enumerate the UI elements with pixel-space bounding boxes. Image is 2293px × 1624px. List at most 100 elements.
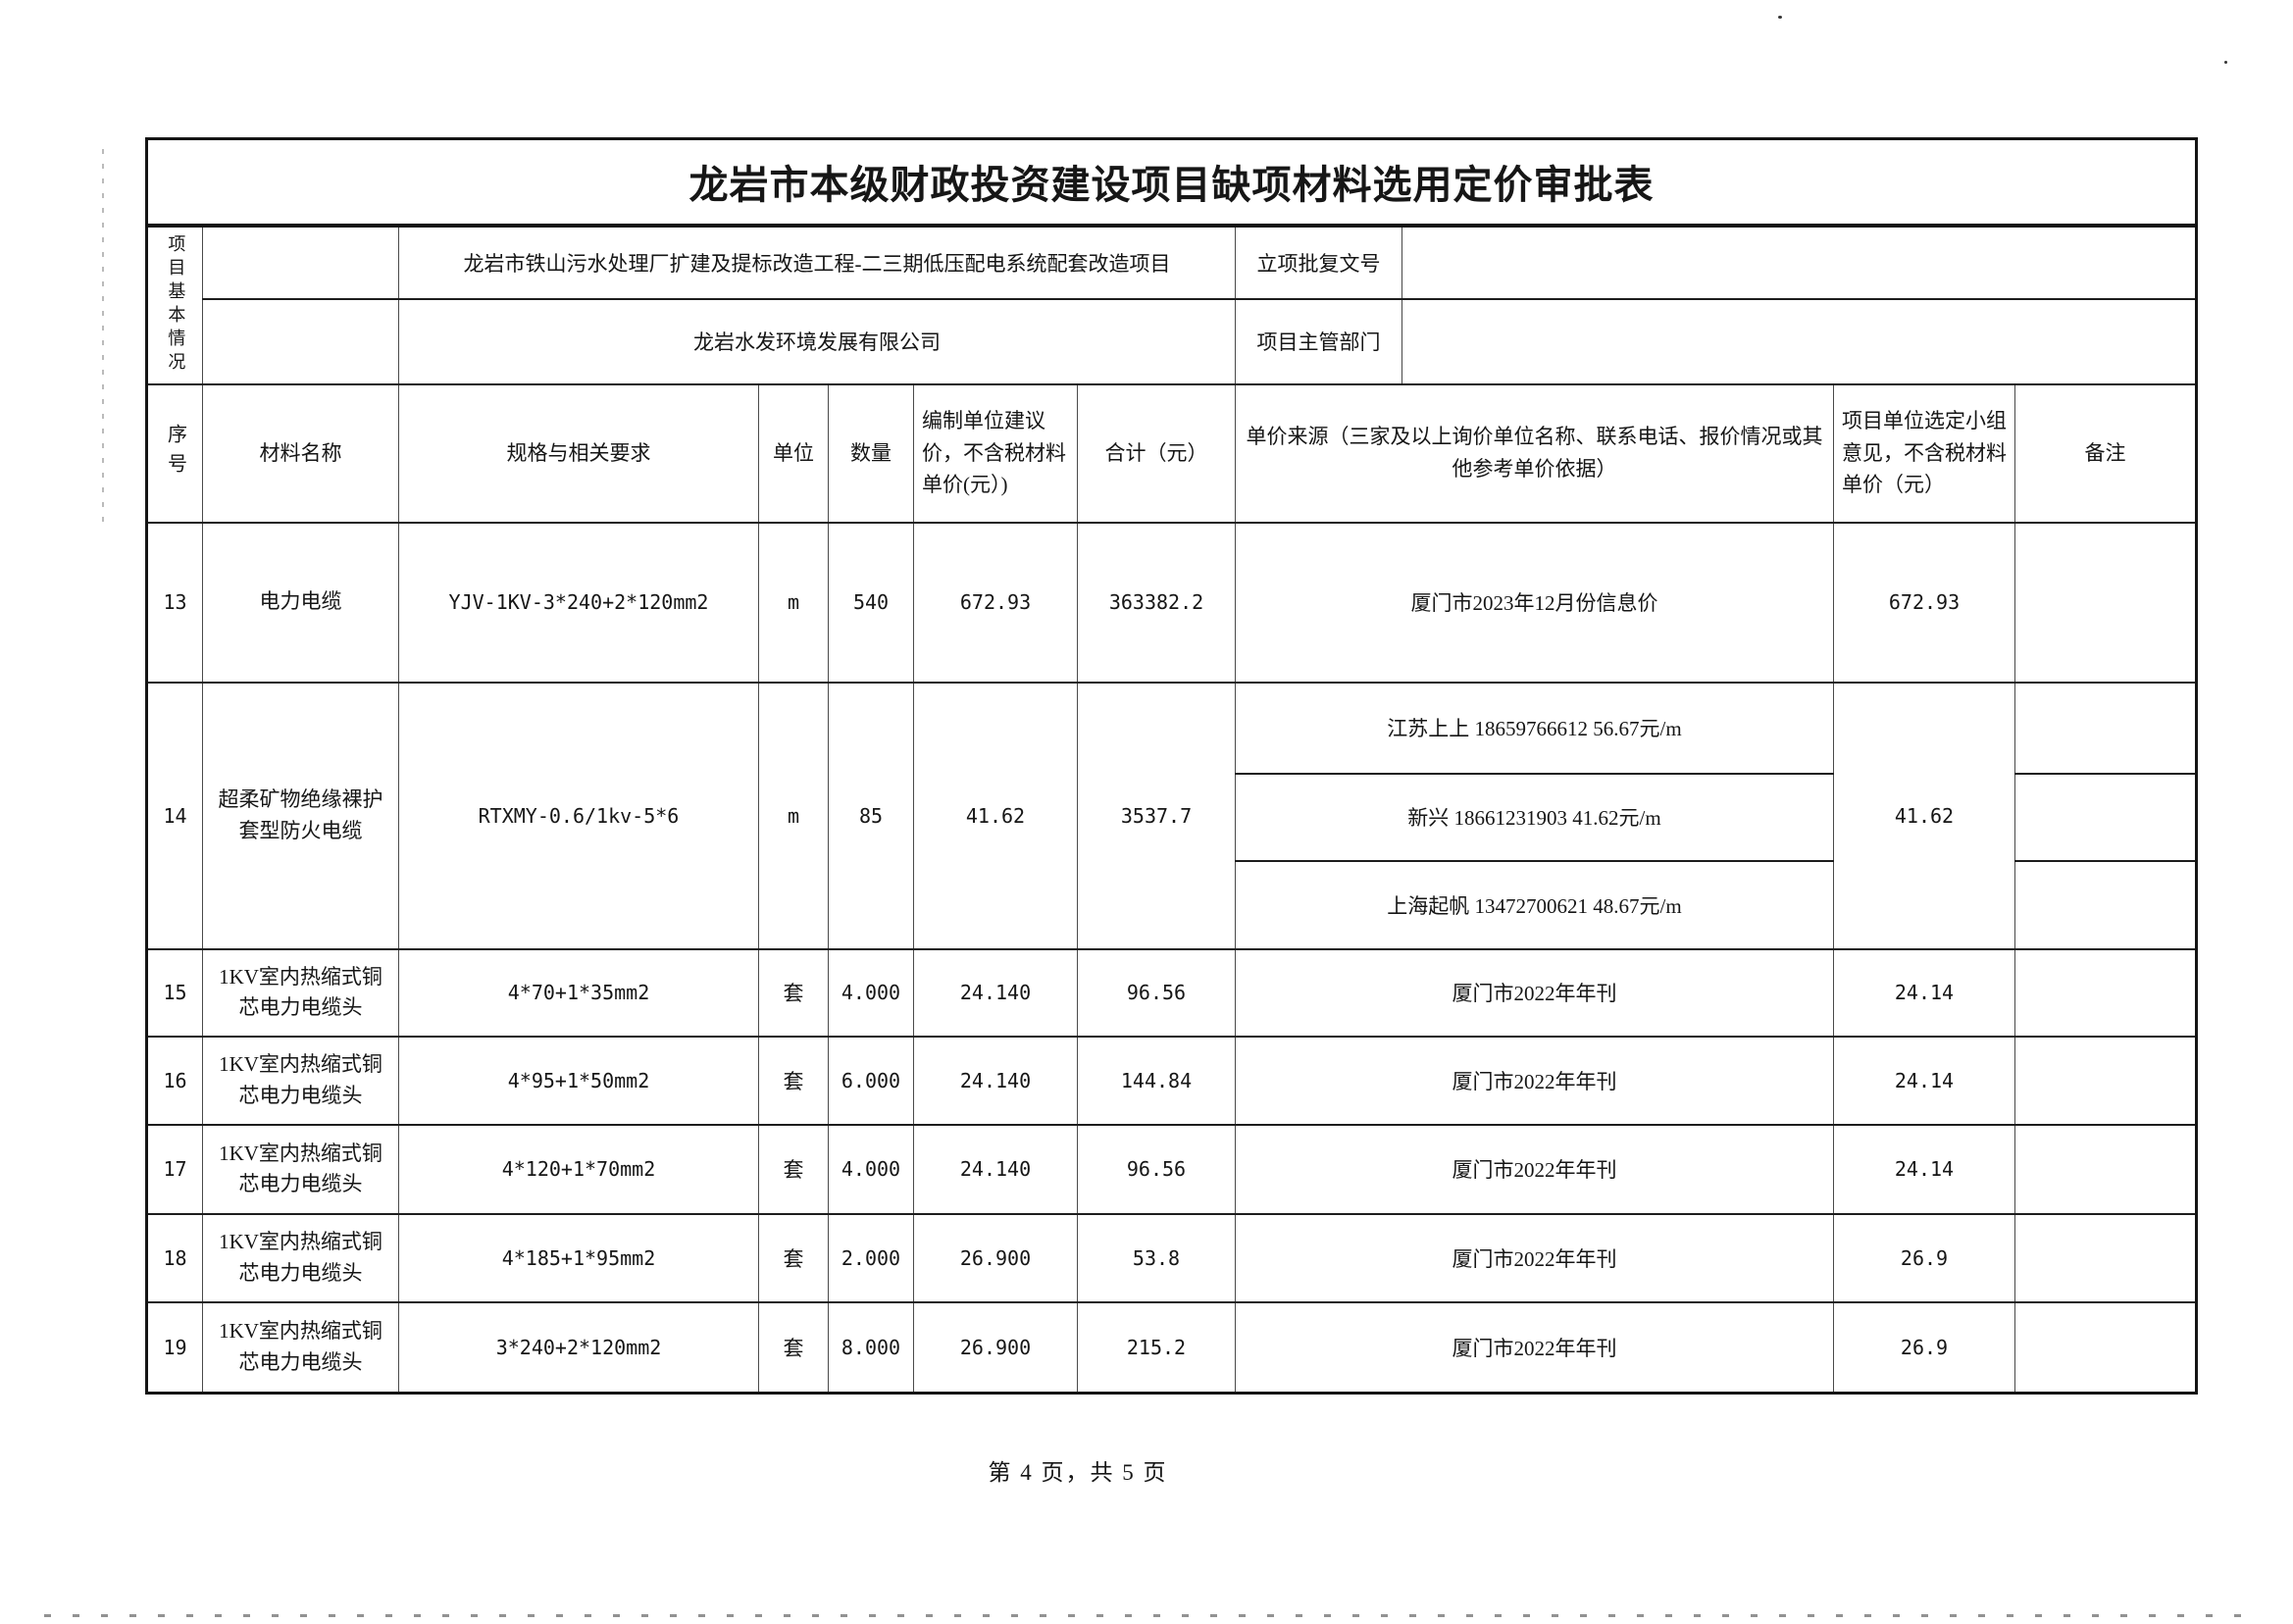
material-name: 1KV室内热缩式铜芯电力电缆头 bbox=[219, 1141, 382, 1196]
cell-seq: 13 bbox=[146, 521, 203, 684]
table-row: 15 1KV室内热缩式铜芯电力电缆头 4*70+1*35mm2 套 4.000 … bbox=[146, 947, 2198, 1038]
cell-qty: 6.000 bbox=[828, 1035, 914, 1126]
cell-spec: 4*95+1*50mm2 bbox=[398, 1035, 759, 1126]
cell-source: 厦门市2023年12月份信息价 bbox=[1235, 521, 1834, 684]
cell-source-quote-3: 上海起帆 13472700621 48.67元/m bbox=[1235, 859, 1834, 950]
department-label: 项目主管部门 bbox=[1235, 297, 1402, 385]
scan-speck bbox=[1778, 16, 1782, 19]
project-name-cell: 龙岩市铁山污水处理厂扩建及提标改造工程-二三期低压配电系统配套改造项目 bbox=[398, 224, 1236, 300]
cell-remark bbox=[2013, 1212, 2198, 1303]
form-title: 龙岩市本级财政投资建设项目缺项材料选用定价审批表 bbox=[145, 137, 2198, 228]
cell-total: 96.56 bbox=[1077, 1123, 1236, 1215]
cell-seq: 19 bbox=[146, 1300, 203, 1395]
cell-total: 3537.7 bbox=[1077, 681, 1236, 950]
approval-doc-value-cell bbox=[1401, 224, 2198, 300]
cell-selected: 24.14 bbox=[1833, 1035, 2015, 1126]
project-info-empty-cell bbox=[202, 224, 399, 300]
cell-remark bbox=[2013, 681, 2198, 775]
cell-qty: 4.000 bbox=[828, 947, 914, 1038]
cell-unit-price: 24.140 bbox=[913, 947, 1078, 1038]
scan-speck bbox=[2224, 61, 2227, 64]
cell-unit-price: 26.900 bbox=[913, 1300, 1078, 1395]
cell-unit: m bbox=[758, 521, 829, 684]
cell-selected: 26.9 bbox=[1833, 1300, 2015, 1395]
project-info-empty-cell bbox=[202, 297, 399, 385]
header-spec: 规格与相关要求 bbox=[398, 382, 759, 524]
header-seq-cell: 序号 bbox=[146, 382, 203, 524]
material-name: 1KV室内热缩式铜芯电力电缆头 bbox=[219, 1052, 382, 1107]
material-name: 1KV室内热缩式铜芯电力电缆头 bbox=[219, 1319, 382, 1374]
header-material: 材料名称 bbox=[202, 382, 399, 524]
scan-artifact-bottom-edge bbox=[44, 1614, 2261, 1617]
cell-source: 厦门市2022年年刊 bbox=[1235, 947, 1834, 1038]
cell-spec: YJV-1KV-3*240+2*120mm2 bbox=[398, 521, 759, 684]
cell-source: 厦门市2022年年刊 bbox=[1235, 1212, 1834, 1303]
cell-unit: 套 bbox=[758, 947, 829, 1038]
header-remark: 备注 bbox=[2013, 382, 2198, 524]
cell-unit-price: 672.93 bbox=[913, 521, 1078, 684]
cell-material: 1KV室内热缩式铜芯电力电缆头 bbox=[202, 1123, 399, 1215]
cell-total: 53.8 bbox=[1077, 1212, 1236, 1303]
header-unit-price: 编制单位建议价，不含税材料单价(元）) bbox=[913, 382, 1078, 524]
cell-source: 厦门市2022年年刊 bbox=[1235, 1300, 1834, 1395]
cell-selected: 26.9 bbox=[1833, 1212, 2015, 1303]
cell-spec: 4*70+1*35mm2 bbox=[398, 947, 759, 1038]
header-qty: 数量 bbox=[828, 382, 914, 524]
cell-seq: 14 bbox=[146, 681, 203, 950]
cell-source-quote-2: 新兴 18661231903 41.62元/m bbox=[1235, 772, 1834, 862]
material-name: 电力电缆 bbox=[259, 589, 342, 614]
cell-remark bbox=[2013, 859, 2198, 950]
cell-material: 电力电缆 bbox=[202, 521, 399, 684]
material-name: 1KV室内热缩式铜芯电力电缆头 bbox=[219, 964, 382, 1020]
cell-remark bbox=[2013, 1300, 2198, 1395]
cell-remark bbox=[2013, 947, 2198, 1038]
cell-qty: 85 bbox=[828, 681, 914, 950]
cell-unit: 套 bbox=[758, 1212, 829, 1303]
cell-spec: 3*240+2*120mm2 bbox=[398, 1300, 759, 1395]
cell-material: 1KV室内热缩式铜芯电力电缆头 bbox=[202, 1300, 399, 1395]
material-name: 超柔矿物绝缘裸护套型防火电缆 bbox=[218, 787, 383, 842]
approval-doc-label: 立项批复文号 bbox=[1235, 224, 1402, 300]
cell-unit: m bbox=[758, 681, 829, 950]
header-seq: 序号 bbox=[164, 424, 186, 482]
cell-remark bbox=[2013, 772, 2198, 862]
cell-seq: 15 bbox=[146, 947, 203, 1038]
header-unit: 单位 bbox=[758, 382, 829, 524]
table-row: 17 1KV室内热缩式铜芯电力电缆头 4*120+1*70mm2 套 4.000… bbox=[146, 1123, 2198, 1215]
cell-unit: 套 bbox=[758, 1123, 829, 1215]
cell-total: 215.2 bbox=[1077, 1300, 1236, 1395]
cell-material: 1KV室内热缩式铜芯电力电缆头 bbox=[202, 947, 399, 1038]
table-subrow: 上海起帆 13472700621 48.67元/m bbox=[147, 859, 2198, 950]
header-source: 单价来源（三家及以上询价单位名称、联系电话、报价情况或其他参考单价依据） bbox=[1235, 382, 1834, 524]
cell-remark bbox=[2013, 1123, 2198, 1215]
cell-selected: 41.62 bbox=[1833, 681, 2015, 950]
cell-unit-price: 26.900 bbox=[913, 1212, 1078, 1303]
table-row: 19 1KV室内热缩式铜芯电力电缆头 3*240+2*120mm2 套 8.00… bbox=[146, 1300, 2198, 1395]
header-selected: 项目单位选定小组意见，不含税材料单价（元） bbox=[1833, 382, 2015, 524]
cell-qty: 540 bbox=[828, 521, 914, 684]
company-name-cell: 龙岩水发环境发展有限公司 bbox=[398, 297, 1236, 385]
material-name: 1KV室内热缩式铜芯电力电缆头 bbox=[219, 1230, 382, 1285]
header-total: 合计（元） bbox=[1077, 382, 1236, 524]
cell-unit: 套 bbox=[758, 1300, 829, 1395]
cell-spec: RTXMY-0.6/1kv-5*6 bbox=[398, 681, 759, 950]
cell-selected: 24.14 bbox=[1833, 947, 2015, 1038]
table-subrow: 新兴 18661231903 41.62元/m bbox=[147, 772, 2198, 862]
cell-unit: 套 bbox=[758, 1035, 829, 1126]
cell-qty: 4.000 bbox=[828, 1123, 914, 1215]
cell-material: 1KV室内热缩式铜芯电力电缆头 bbox=[202, 1035, 399, 1126]
table-row: 18 1KV室内热缩式铜芯电力电缆头 4*185+1*95mm2 套 2.000… bbox=[146, 1212, 2198, 1303]
cell-seq: 17 bbox=[146, 1123, 203, 1215]
table-row: 13 电力电缆 YJV-1KV-3*240+2*120mm2 m 540 672… bbox=[146, 521, 2198, 684]
project-info-section-label: 项目基本情况 bbox=[166, 234, 186, 376]
cell-remark bbox=[2013, 521, 2198, 684]
cell-remark bbox=[2013, 1035, 2198, 1126]
project-info-section-cell: 项目基本情况 bbox=[146, 224, 203, 385]
table-row: 14 超柔矿物绝缘裸护套型防火电缆 RTXMY-0.6/1kv-5*6 m 85… bbox=[146, 681, 2198, 950]
cell-selected: 24.14 bbox=[1833, 1123, 2015, 1215]
cell-qty: 2.000 bbox=[828, 1212, 914, 1303]
approval-form-table: 龙岩市本级财政投资建设项目缺项材料选用定价审批表 项目基本情况 龙岩市铁山污水处… bbox=[145, 137, 2199, 1395]
cell-material: 1KV室内热缩式铜芯电力电缆头 bbox=[202, 1212, 399, 1303]
cell-unit-price: 24.140 bbox=[913, 1123, 1078, 1215]
cell-source: 厦门市2022年年刊 bbox=[1235, 1035, 1834, 1126]
